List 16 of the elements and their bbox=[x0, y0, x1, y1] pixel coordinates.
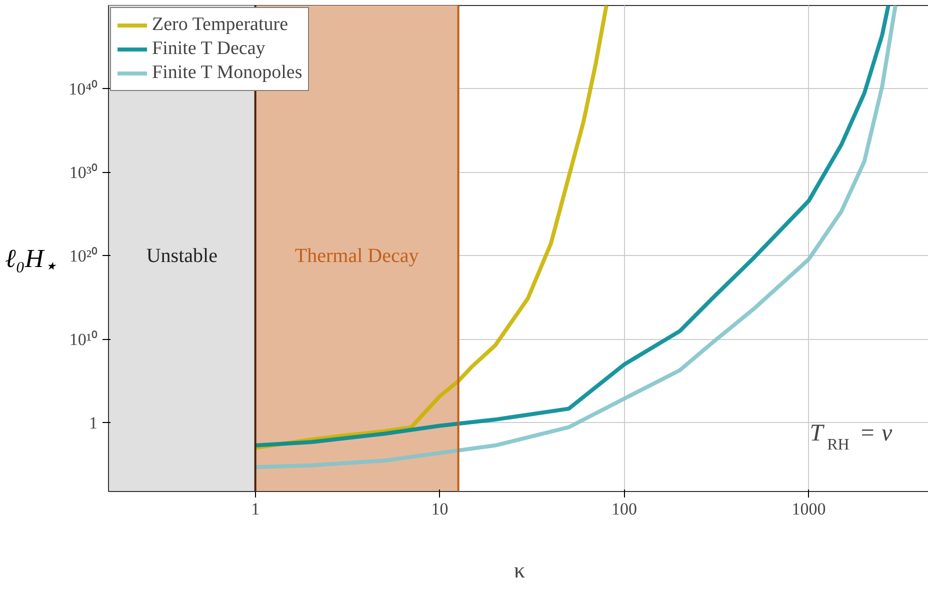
legend-label: Zero Temperature bbox=[152, 14, 288, 36]
x-axis-title: κ bbox=[514, 558, 526, 582]
x-tick-label: 1000 bbox=[792, 500, 826, 518]
y-tick-label: 10²⁰ bbox=[69, 246, 98, 266]
band-label: Unstable bbox=[146, 244, 218, 267]
y-tick-label: 10³⁰ bbox=[69, 162, 98, 182]
legend-label: Finite T Decay bbox=[152, 38, 266, 60]
x-tick-label: 1 bbox=[251, 500, 260, 518]
y-tick-label: 10⁴⁰ bbox=[68, 79, 98, 98]
y-tick-label: 1 bbox=[89, 413, 98, 432]
x-tick-label: 100 bbox=[612, 500, 638, 518]
y-tick-label: 10¹⁰ bbox=[69, 330, 98, 349]
band-label: Thermal Decay bbox=[294, 244, 419, 267]
x-tick-label: 10 bbox=[431, 500, 448, 518]
y-axis-title: ℓ₀H$_{⋆}$ bbox=[5, 243, 58, 280]
legend-label: Finite T Monopoles bbox=[152, 62, 302, 84]
